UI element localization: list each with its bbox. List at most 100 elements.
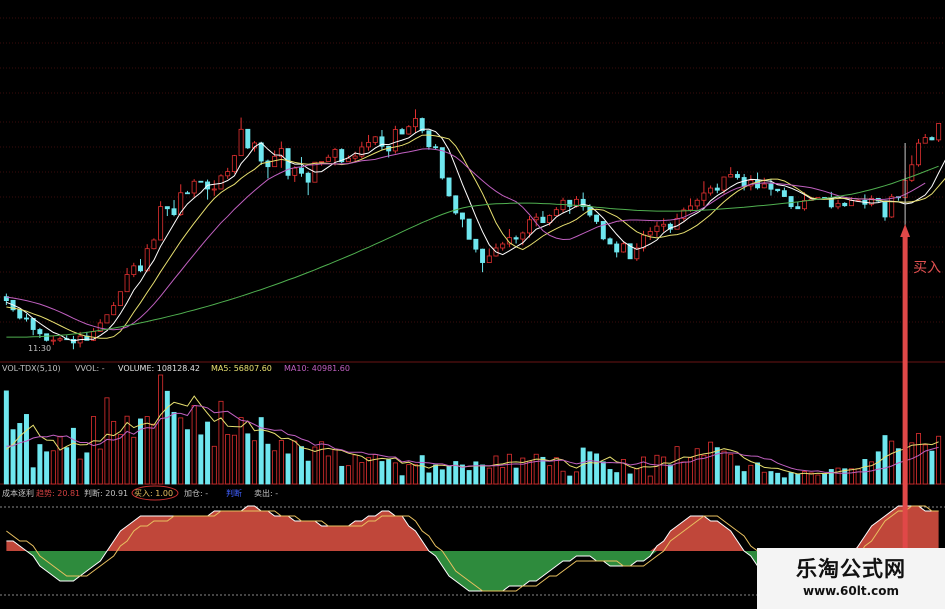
volume-header-item: VOLUME: 108128.42	[118, 364, 200, 373]
volume-bar	[272, 450, 278, 485]
volume-bar	[634, 468, 640, 485]
volume-bar	[231, 434, 237, 485]
volume-bar	[366, 457, 372, 485]
candle	[634, 247, 640, 260]
volume-bar	[345, 465, 351, 485]
indicator-header-item: 趋势: 20.81	[36, 488, 80, 498]
candle	[17, 309, 23, 319]
background-grid	[0, 17, 945, 596]
indicator-header-item: 卖出: -	[254, 488, 278, 498]
candle	[513, 237, 519, 240]
volume-bar	[406, 464, 412, 485]
volume-bar	[701, 454, 707, 485]
volume-bar	[869, 461, 875, 485]
volume-bar	[298, 446, 304, 485]
volume-bar	[614, 472, 620, 485]
volume-bar	[889, 440, 895, 485]
candle	[882, 200, 888, 218]
candle	[178, 192, 184, 216]
candle	[674, 217, 680, 230]
volume-bar	[10, 429, 16, 485]
volume-bar	[466, 470, 472, 485]
volume-bar	[607, 469, 613, 485]
ma-line-ma10	[6, 134, 945, 339]
volume-bar	[835, 467, 841, 485]
candle	[339, 149, 345, 163]
candle	[131, 265, 137, 275]
candle	[151, 239, 157, 250]
volume-bar	[433, 464, 439, 485]
volume-bar	[352, 454, 358, 485]
candle	[171, 208, 177, 216]
candle	[413, 118, 418, 128]
volume-bar	[822, 473, 828, 485]
candle	[184, 192, 190, 195]
indicator-area-positive	[6, 506, 939, 551]
volume-bar	[547, 465, 553, 485]
volume-bar	[781, 477, 787, 485]
candle	[600, 221, 606, 240]
candle	[459, 212, 465, 220]
watermark: 乐淘公式网 www.60lt.com	[757, 548, 945, 609]
candle	[298, 167, 304, 174]
candle	[627, 243, 633, 260]
candle	[245, 128, 251, 149]
candle	[594, 214, 600, 222]
candle	[292, 167, 298, 176]
candle	[433, 146, 439, 149]
candle	[37, 329, 43, 335]
volume-bar	[909, 442, 915, 485]
candle	[111, 305, 117, 316]
candle	[667, 223, 673, 230]
candle	[708, 187, 714, 194]
volume-header-item: VVOL: -	[75, 364, 105, 373]
candle	[681, 209, 687, 219]
volume-bar	[721, 450, 727, 485]
volume-bar	[808, 472, 814, 485]
volume-bar	[560, 470, 566, 485]
volume-bar	[848, 468, 854, 485]
volume-bar	[111, 420, 117, 485]
candle	[701, 192, 707, 201]
volume-bar	[198, 434, 204, 485]
indicator-header-item: 判断: 20.91	[84, 488, 128, 498]
candle	[453, 195, 459, 214]
candle	[372, 136, 378, 143]
volume-bar	[426, 472, 432, 485]
ma-line-ma5	[6, 128, 945, 342]
volume-bar	[225, 434, 231, 485]
volume-bar	[158, 374, 164, 485]
candle	[366, 142, 372, 148]
volume-bar	[77, 458, 83, 485]
volume-bar	[654, 454, 660, 485]
candle	[57, 338, 63, 341]
candle	[540, 216, 546, 224]
volume-bar	[184, 429, 190, 485]
candle	[527, 219, 532, 234]
candle	[23, 317, 29, 320]
volume-bar	[91, 416, 97, 485]
volume-bar	[97, 448, 103, 485]
volume-bar	[325, 455, 331, 485]
candle	[191, 180, 197, 194]
volume-bar	[553, 457, 559, 485]
volume-bar	[600, 461, 606, 485]
volume-bar	[70, 427, 76, 485]
candle	[352, 155, 358, 159]
volume-bar	[922, 444, 928, 485]
volume-bar	[30, 467, 36, 485]
volume-bar	[795, 473, 801, 485]
candle	[775, 188, 781, 192]
candle	[647, 231, 653, 236]
candle	[104, 314, 110, 324]
volume-bar	[278, 439, 284, 485]
buy-arrow-head	[900, 224, 911, 237]
volume-bar	[540, 456, 546, 485]
volume-bar	[768, 471, 774, 485]
candle	[138, 265, 143, 272]
candle	[842, 202, 848, 207]
volume-bar	[285, 453, 291, 485]
volume-bar	[84, 452, 90, 485]
volume-bar	[332, 449, 338, 485]
